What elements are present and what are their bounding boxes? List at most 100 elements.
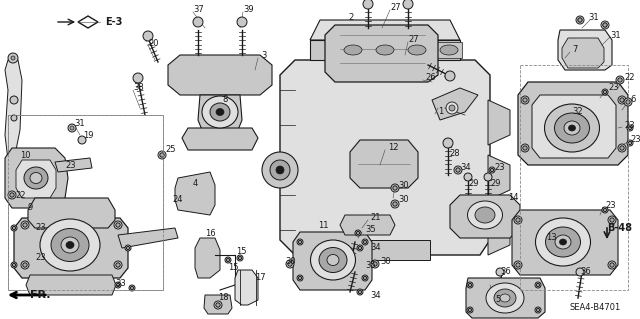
Polygon shape bbox=[204, 295, 232, 314]
Polygon shape bbox=[325, 25, 438, 82]
Polygon shape bbox=[466, 278, 545, 318]
Text: 3: 3 bbox=[261, 51, 266, 61]
Text: 19: 19 bbox=[83, 131, 93, 140]
Circle shape bbox=[270, 160, 290, 180]
Ellipse shape bbox=[554, 113, 589, 143]
Ellipse shape bbox=[40, 219, 100, 271]
Polygon shape bbox=[488, 210, 510, 255]
Ellipse shape bbox=[559, 239, 566, 245]
Circle shape bbox=[238, 256, 242, 260]
Circle shape bbox=[131, 286, 134, 290]
Circle shape bbox=[143, 31, 153, 41]
Circle shape bbox=[362, 239, 368, 245]
Polygon shape bbox=[28, 198, 115, 228]
Circle shape bbox=[68, 124, 76, 132]
Text: 23: 23 bbox=[494, 162, 504, 172]
Circle shape bbox=[602, 207, 608, 213]
Circle shape bbox=[115, 282, 121, 288]
Circle shape bbox=[628, 126, 632, 130]
Text: 13: 13 bbox=[546, 234, 557, 242]
Ellipse shape bbox=[24, 167, 48, 189]
Circle shape bbox=[356, 231, 360, 235]
Circle shape bbox=[468, 308, 472, 312]
Ellipse shape bbox=[568, 125, 575, 131]
Polygon shape bbox=[14, 218, 128, 278]
Ellipse shape bbox=[545, 104, 600, 152]
Circle shape bbox=[449, 105, 455, 111]
Circle shape bbox=[371, 260, 379, 268]
Ellipse shape bbox=[319, 248, 347, 272]
Text: 6: 6 bbox=[630, 95, 636, 105]
Circle shape bbox=[298, 240, 301, 244]
Text: 33: 33 bbox=[115, 278, 125, 287]
Text: 27: 27 bbox=[408, 35, 419, 44]
Text: 8: 8 bbox=[222, 95, 227, 105]
Circle shape bbox=[576, 16, 584, 24]
Circle shape bbox=[523, 146, 527, 150]
Text: 29: 29 bbox=[468, 179, 479, 188]
Circle shape bbox=[467, 282, 473, 288]
Circle shape bbox=[364, 240, 367, 244]
Polygon shape bbox=[558, 30, 612, 70]
Ellipse shape bbox=[440, 45, 458, 55]
Circle shape bbox=[628, 141, 632, 145]
Circle shape bbox=[10, 193, 14, 197]
Text: 16: 16 bbox=[205, 228, 216, 238]
Circle shape bbox=[23, 263, 27, 267]
Circle shape bbox=[620, 98, 624, 102]
Circle shape bbox=[610, 263, 614, 267]
Text: 14: 14 bbox=[508, 194, 518, 203]
Text: 35: 35 bbox=[365, 261, 376, 270]
Text: 23: 23 bbox=[65, 160, 76, 169]
Text: 18: 18 bbox=[218, 293, 228, 301]
Text: 12: 12 bbox=[388, 144, 399, 152]
Polygon shape bbox=[310, 240, 430, 260]
Text: 34: 34 bbox=[370, 243, 381, 253]
Polygon shape bbox=[280, 60, 490, 255]
Circle shape bbox=[456, 168, 460, 172]
Circle shape bbox=[357, 289, 363, 295]
Circle shape bbox=[603, 23, 607, 27]
Text: 30: 30 bbox=[380, 257, 390, 266]
Polygon shape bbox=[488, 100, 510, 145]
Circle shape bbox=[129, 285, 135, 291]
Circle shape bbox=[358, 246, 362, 250]
Polygon shape bbox=[55, 158, 92, 172]
Circle shape bbox=[358, 290, 362, 294]
Circle shape bbox=[8, 53, 18, 63]
Circle shape bbox=[297, 239, 303, 245]
Circle shape bbox=[12, 263, 15, 267]
Polygon shape bbox=[562, 38, 604, 68]
Polygon shape bbox=[310, 40, 460, 60]
Polygon shape bbox=[26, 275, 116, 295]
Text: 23: 23 bbox=[605, 201, 616, 210]
Circle shape bbox=[576, 268, 584, 276]
Circle shape bbox=[133, 73, 143, 83]
Circle shape bbox=[467, 307, 473, 313]
Circle shape bbox=[116, 223, 120, 227]
Circle shape bbox=[237, 17, 247, 27]
Circle shape bbox=[114, 221, 122, 229]
Text: 22: 22 bbox=[15, 190, 26, 199]
Circle shape bbox=[578, 18, 582, 22]
Circle shape bbox=[288, 262, 292, 266]
Polygon shape bbox=[512, 210, 618, 275]
Circle shape bbox=[523, 98, 527, 102]
Circle shape bbox=[393, 202, 397, 206]
Ellipse shape bbox=[555, 235, 571, 249]
Circle shape bbox=[521, 96, 529, 104]
Text: 23: 23 bbox=[35, 224, 45, 233]
Circle shape bbox=[193, 17, 203, 27]
Ellipse shape bbox=[210, 103, 230, 121]
Circle shape bbox=[237, 255, 243, 261]
Ellipse shape bbox=[536, 218, 591, 266]
Circle shape bbox=[496, 268, 504, 276]
Circle shape bbox=[10, 96, 18, 104]
Text: 36: 36 bbox=[500, 268, 511, 277]
Circle shape bbox=[443, 138, 453, 148]
Polygon shape bbox=[432, 88, 478, 120]
Circle shape bbox=[489, 167, 495, 173]
Circle shape bbox=[364, 276, 367, 280]
Text: 32: 32 bbox=[572, 108, 582, 116]
Circle shape bbox=[602, 89, 608, 95]
